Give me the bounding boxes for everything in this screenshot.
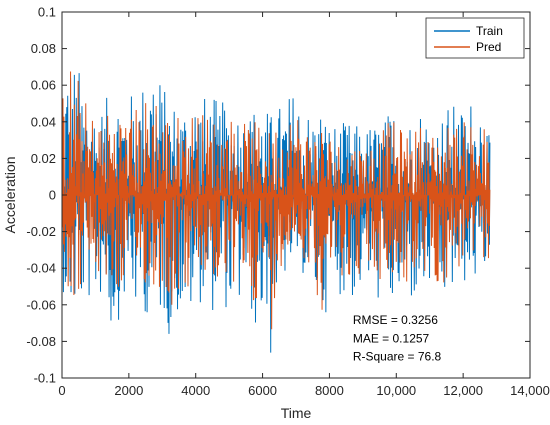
x-tick-label: 2000 [114, 383, 143, 398]
x-tick-label: 12,000 [443, 383, 483, 398]
y-tick-label: 0.06 [31, 78, 56, 93]
legend-label-pred: Pred [476, 40, 501, 54]
metric-annotation: RMSE = 0.3256 [353, 313, 438, 327]
metric-annotation: R-Square = 76.8 [353, 350, 442, 364]
x-tick-label: 10,000 [376, 383, 416, 398]
x-tick-label: 0 [58, 383, 65, 398]
axes-layer: 0 2000 4000 6000 8000 10,000 12,000 14,000 0.1 0.… [26, 5, 550, 399]
y-axis-label: Acceleration [2, 156, 18, 233]
legend: Train Pred [425, 17, 525, 59]
y-tick-label: 0.08 [31, 41, 56, 56]
metric-annotation: MAE = 0.1257 [353, 331, 430, 345]
x-axis-label: Time [281, 405, 312, 421]
y-tick-label: -0.02 [26, 224, 56, 239]
y-tick-label: -0.08 [26, 334, 56, 349]
x-tick-label: 6000 [248, 383, 277, 398]
y-tick-label: -0.06 [26, 297, 56, 312]
legend-box [425, 17, 525, 59]
y-tick-label: 0.04 [31, 114, 56, 129]
series-layer [61, 71, 491, 353]
y-tick-label: 0.1 [38, 5, 56, 20]
y-tick-label: 0.02 [31, 151, 56, 166]
x-tick-label: 8000 [315, 383, 344, 398]
legend-label-train: Train [476, 24, 503, 38]
y-tick-label: 0 [49, 188, 56, 203]
y-tick-label: -0.04 [26, 261, 56, 276]
y-tick-label: -0.1 [34, 371, 56, 386]
x-tick-label: 4000 [181, 383, 210, 398]
annotations: RMSE = 0.3256 MAE = 0.1257 R-Square = 76.8 [353, 313, 442, 364]
series-line-pred [61, 71, 491, 330]
x-tick-label: 14,000 [510, 383, 550, 398]
